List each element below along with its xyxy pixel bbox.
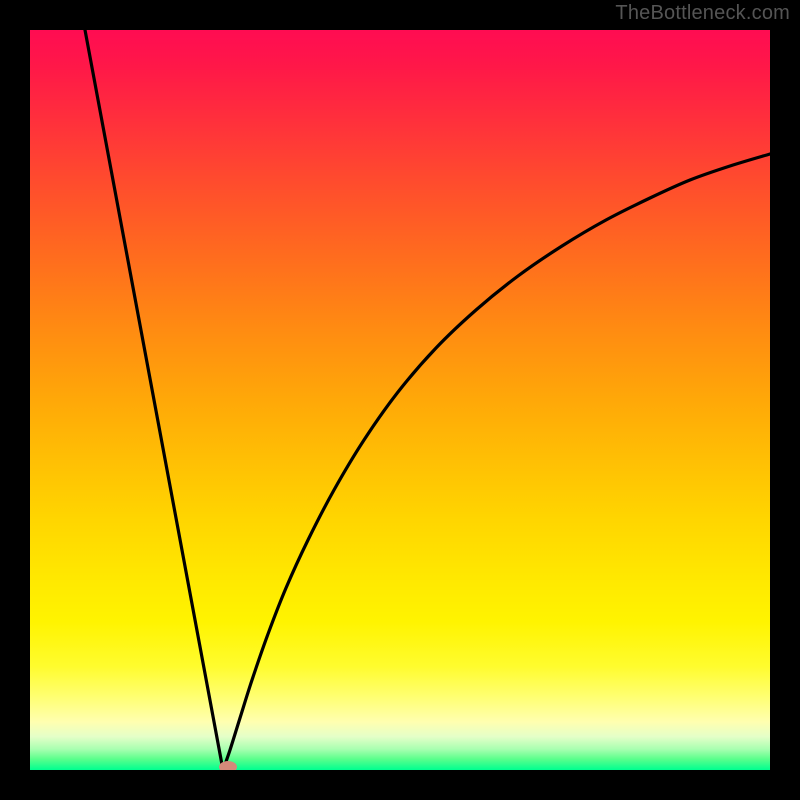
plot-area [30,30,770,770]
chart-svg [30,30,770,770]
attribution-label: TheBottleneck.com [615,2,790,25]
root-container: TheBottleneck.com [0,0,800,800]
gradient-background [30,30,770,770]
